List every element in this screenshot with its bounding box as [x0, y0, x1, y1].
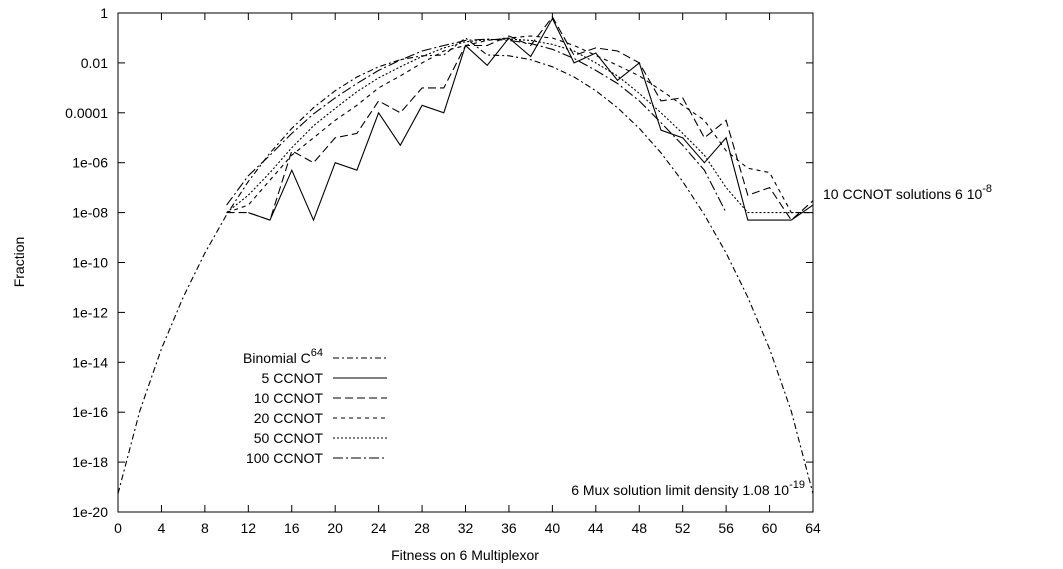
x-tick-label: 20	[327, 520, 343, 536]
y-tick-label: 1e-16	[72, 404, 108, 420]
y-tick-label: 1e-14	[72, 354, 108, 370]
y-tick-label: 0.01	[81, 55, 108, 71]
tick-labels: 0 4 8 12 16 20 24 28 32 36 40 44 48 52 56 60 6410.010.00…	[65, 5, 821, 536]
x-tick-label: 16	[284, 520, 300, 536]
series-line-4	[226, 38, 813, 214]
x-tick-label: 44	[588, 520, 604, 536]
ticks	[117, 12, 814, 513]
legend-label: 5 CCNOT	[262, 370, 324, 386]
legend-label: 50 CCNOT	[254, 430, 324, 446]
y-tick-label: 0.0001	[65, 105, 108, 121]
legend: Binomial C64 5 CCNOT 10 CCNOT 20 CCNOT 50 CC…	[243, 347, 387, 466]
x-tick-label: 12	[241, 520, 257, 536]
x-tick-label: 56	[718, 520, 734, 536]
y-tick-label: 1e-20	[72, 504, 108, 520]
legend-label: Binomial C64	[243, 347, 323, 366]
annotation-1: 6 Mux solution limit density 1.08 10-19	[571, 479, 805, 498]
legend-label: 20 CCNOT	[254, 410, 324, 426]
y-tick-label: 1e-10	[72, 255, 108, 271]
annotation-0: 10 CCNOT solutions 6 10-8	[823, 183, 992, 202]
series-line-3	[226, 35, 813, 214]
series-line-2	[226, 15, 814, 221]
x-tick-label: 40	[545, 520, 561, 536]
y-tick-label: 1e-12	[72, 304, 108, 320]
x-axis-title: Fitness on 6 Multiplexor	[391, 547, 539, 563]
annotations: 10 CCNOT solutions 6 10-8 6 Mux solution …	[571, 183, 992, 498]
y-tick-label: 1	[100, 5, 108, 21]
x-tick-label: 0	[114, 520, 122, 536]
y-axis-title: Fraction	[11, 237, 27, 288]
x-tick-label: 64	[805, 520, 821, 536]
series-line-0	[117, 37, 814, 494]
x-tick-label: 8	[201, 520, 209, 536]
x-tick-label: 52	[675, 520, 691, 536]
series-line-1	[248, 17, 814, 222]
x-tick-label: 36	[501, 520, 517, 536]
legend-label: 100 CCNOT	[246, 450, 323, 466]
y-tick-label: 1e-08	[72, 205, 108, 221]
y-tick-label: 1e-06	[72, 155, 108, 171]
x-tick-label: 60	[762, 520, 778, 536]
x-tick-label: 48	[631, 520, 647, 536]
x-tick-label: 28	[414, 520, 430, 536]
x-tick-label: 4	[158, 520, 166, 536]
series-line-5	[226, 38, 727, 213]
x-tick-label: 24	[371, 520, 387, 536]
plot-frame	[117, 12, 814, 513]
series-lines	[117, 15, 814, 494]
y-tick-label: 1e-18	[72, 454, 108, 470]
x-tick-label: 32	[458, 520, 474, 536]
legend-label: 10 CCNOT	[254, 390, 324, 406]
